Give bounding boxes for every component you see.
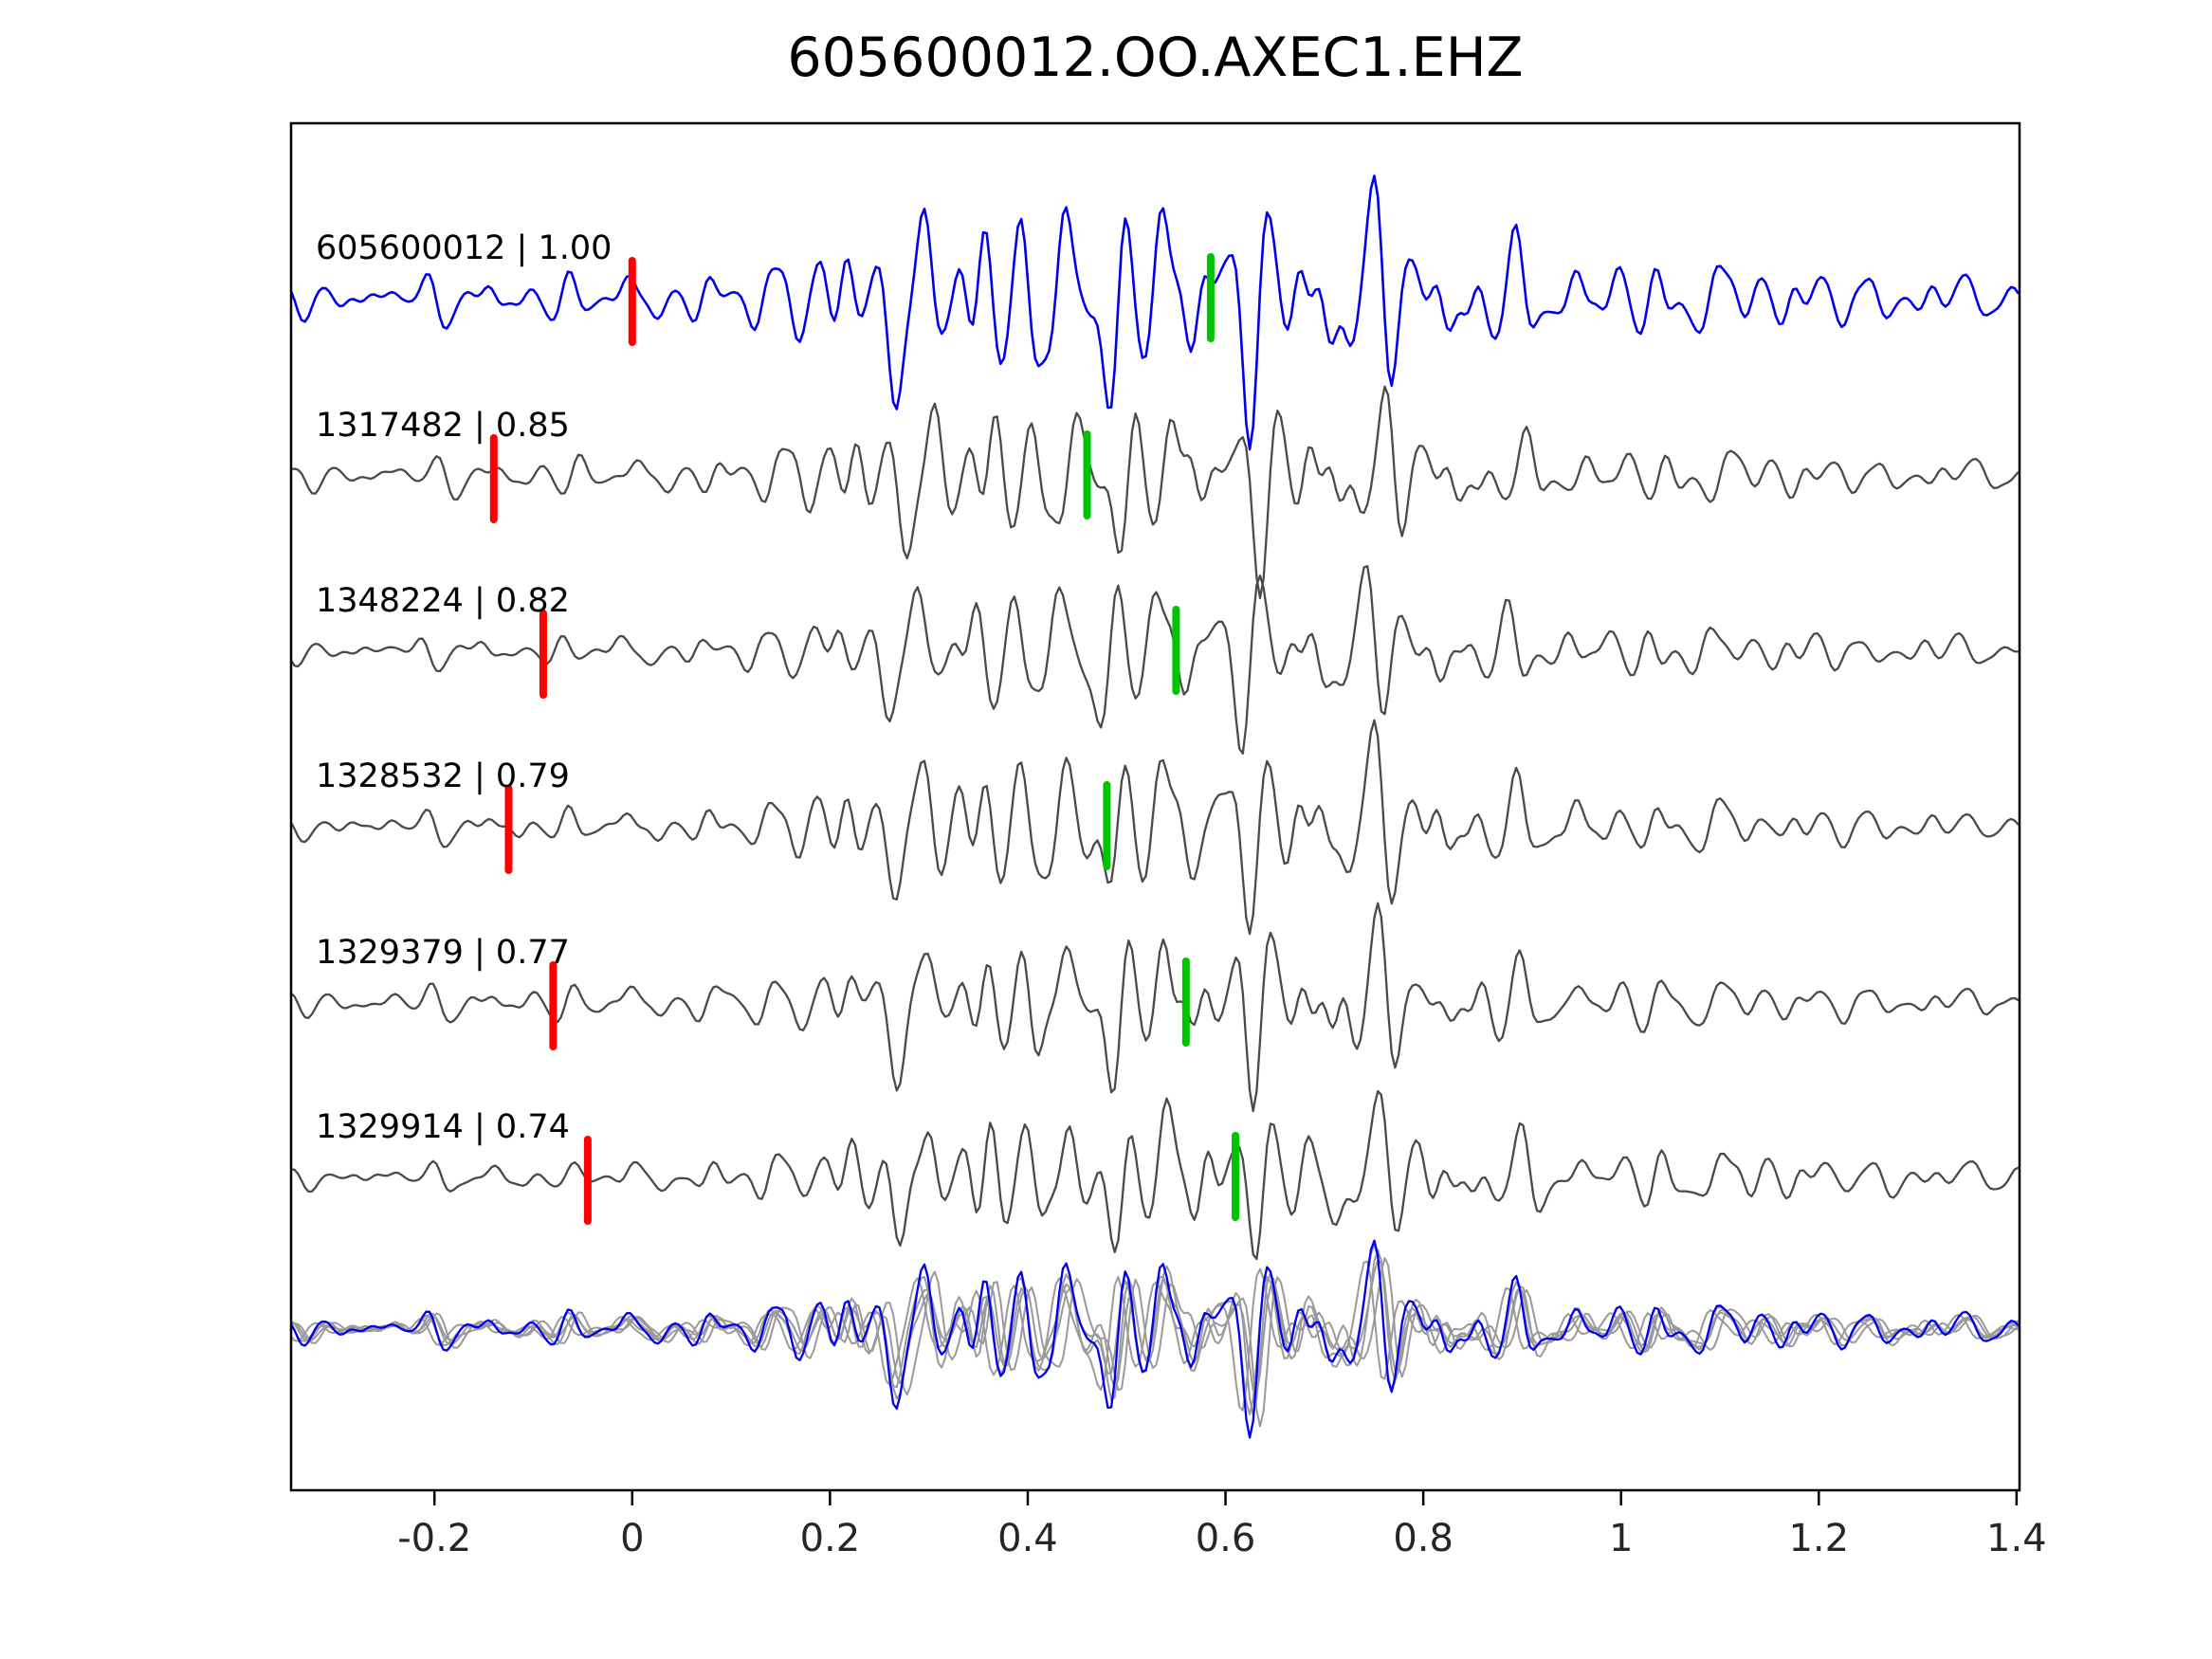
x-axis-tick-label: -0.2 <box>397 1517 471 1560</box>
x-axis-tick-label: 1.4 <box>1986 1517 2047 1560</box>
trace-label: 605600012 | 1.00 <box>316 229 612 267</box>
overlay-detection-trace <box>291 1260 2020 1412</box>
trace-label: 1329379 | 0.77 <box>316 934 570 972</box>
overlay-template-trace <box>291 1239 2020 1439</box>
waveform-trace-1348224 <box>291 565 2020 756</box>
x-axis-tick-label: 0.4 <box>997 1517 1058 1560</box>
trace-label: 1328532 | 0.79 <box>316 757 570 795</box>
waveform-trace-1329914 <box>291 1089 2020 1261</box>
x-axis-tick-label: 1.2 <box>1788 1517 1849 1560</box>
waveform-trace-1329379 <box>291 902 2020 1113</box>
x-axis-tick-label: 0.2 <box>800 1517 861 1560</box>
waveform-trace-1317482 <box>291 385 2020 600</box>
trace-label: 1317482 | 0.85 <box>316 407 570 445</box>
plot-title: 605600012.OO.AXEC1.EHZ <box>787 27 1524 89</box>
waveform-trace-605600012 <box>291 174 2020 451</box>
x-axis-tick-label: 0 <box>620 1517 644 1560</box>
plot-border <box>289 121 2021 1492</box>
trace-label: 1329914 | 0.74 <box>316 1108 570 1146</box>
overlay-detection-trace <box>291 1257 2020 1428</box>
x-axis-tick-label: 0.6 <box>1196 1517 1256 1560</box>
traces-group: 605600012 | 1.00 1317482 | 0.85 1348224 | … <box>291 174 2020 1439</box>
waveform-trace-1328532 <box>291 719 2020 936</box>
trace-label: 1348224 | 0.82 <box>316 582 570 620</box>
x-axis-tick-label: 0.8 <box>1393 1517 1453 1560</box>
x-axis-tick-label: 1 <box>1609 1517 1633 1560</box>
